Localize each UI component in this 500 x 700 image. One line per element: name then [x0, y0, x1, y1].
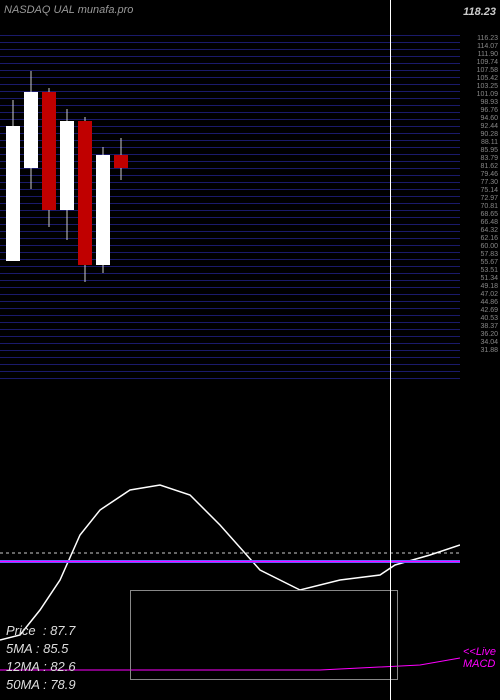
price-panel — [0, 20, 500, 400]
chart-header: NASDAQ UAL munafa.pro — [4, 4, 133, 16]
stat-12ma-value: 82.6 — [50, 659, 75, 674]
vertical-divider — [390, 0, 391, 700]
stat-50ma-value: 78.9 — [50, 677, 75, 692]
indicator-box — [130, 590, 398, 680]
candlestick-layer — [0, 20, 460, 400]
zero-line — [0, 560, 460, 563]
stat-price-label: Price — [6, 623, 36, 638]
stat-50ma: 50MA : 78.9 — [6, 676, 76, 694]
chart-container: NASDAQ UAL munafa.pro 118.23 116.23114.0… — [0, 0, 500, 700]
stat-12ma: 12MA : 82.6 — [6, 658, 76, 676]
y-axis-labels: 116.23114.07111.90109.74107.58105.42103.… — [458, 20, 498, 400]
stat-5ma: 5MA : 85.5 — [6, 640, 76, 658]
live-text: <<Live — [463, 646, 496, 658]
stat-12ma-label: 12MA — [6, 659, 39, 674]
stat-5ma-value: 85.5 — [43, 641, 68, 656]
top-price-label: 118.23 — [463, 6, 496, 18]
macd-text: MACD — [463, 658, 496, 670]
stats-block: Price : 87.7 5MA : 85.5 12MA : 82.6 50MA… — [6, 622, 76, 694]
stat-price-value: 87.7 — [50, 623, 75, 638]
stat-5ma-label: 5MA — [6, 641, 32, 656]
stat-price: Price : 87.7 — [6, 622, 76, 640]
macd-label: <<Live MACD — [463, 646, 496, 670]
stat-50ma-label: 50MA — [6, 677, 39, 692]
